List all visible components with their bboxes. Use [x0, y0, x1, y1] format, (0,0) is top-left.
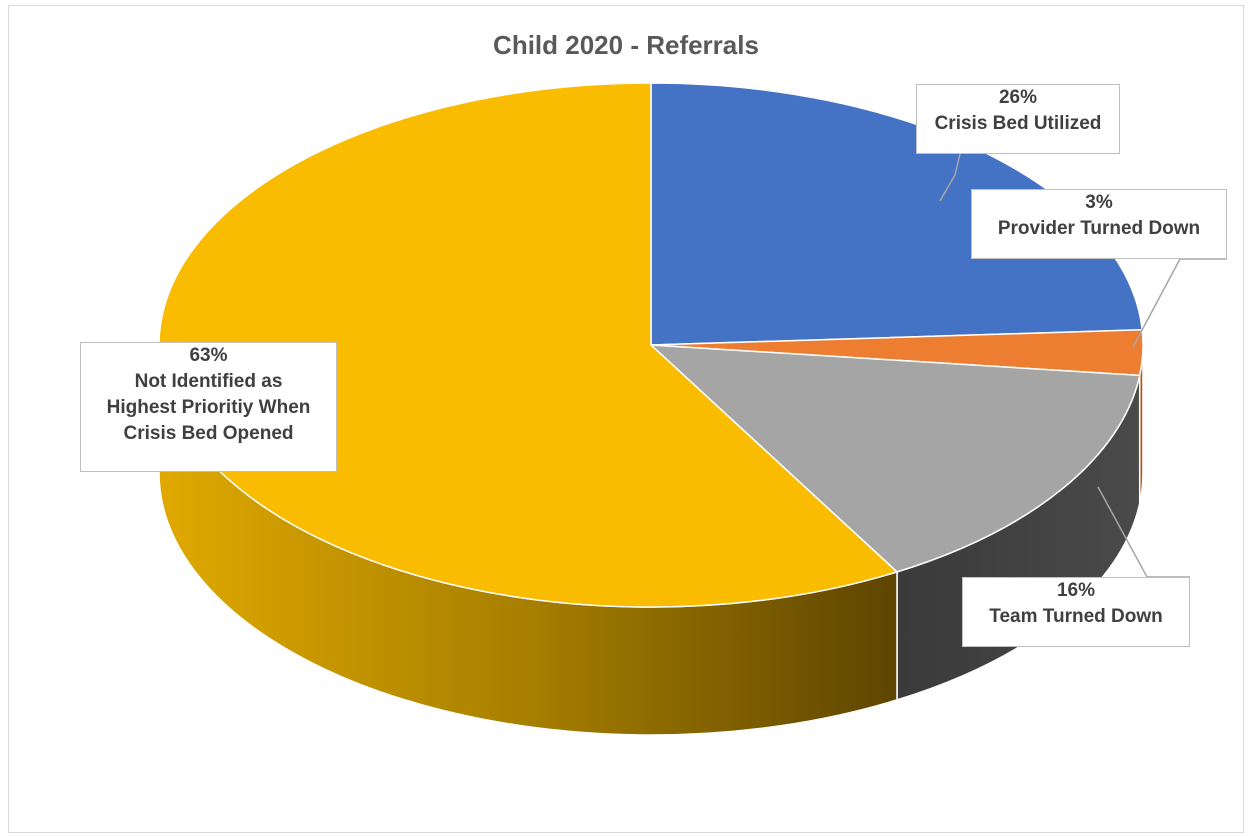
data-label-pct: 3%	[1085, 192, 1113, 213]
data-label-name-line: Highest Prioritiy When	[106, 397, 311, 418]
data-label-name: Provider Turned Down	[997, 218, 1201, 239]
pie-slice-team-turned-down	[648, 344, 1141, 573]
leader-line-provider-turned-down	[1132, 258, 1227, 348]
chart-title: Child 2020 - Referrals	[493, 30, 759, 60]
data-label-provider-turned-down: 3% Provider Turned Down	[971, 189, 1227, 259]
data-label-pct: 26%	[998, 87, 1038, 108]
leader-line-crisis-bed-utilized	[939, 153, 961, 202]
data-label-crisis-bed-utilized: 26% Crisis Bed Utilized	[916, 84, 1120, 154]
data-label-team-turned-down: 16% Team Turned Down	[962, 577, 1190, 647]
data-label-name: Crisis Bed Utilized	[934, 113, 1102, 134]
data-label-pct: 63%	[189, 345, 228, 366]
data-label-name: Team Turned Down	[989, 606, 1163, 627]
pie-slice-crisis-bed-utilized	[650, 82, 1144, 346]
data-label-name-line: Crisis Bed Opened	[123, 423, 294, 444]
data-label-not-identified: 63% Not Identified as Highest Prioritiy …	[80, 342, 337, 472]
data-label-name-line: Not Identified as	[134, 371, 283, 392]
data-label-pct: 16%	[1056, 580, 1096, 601]
